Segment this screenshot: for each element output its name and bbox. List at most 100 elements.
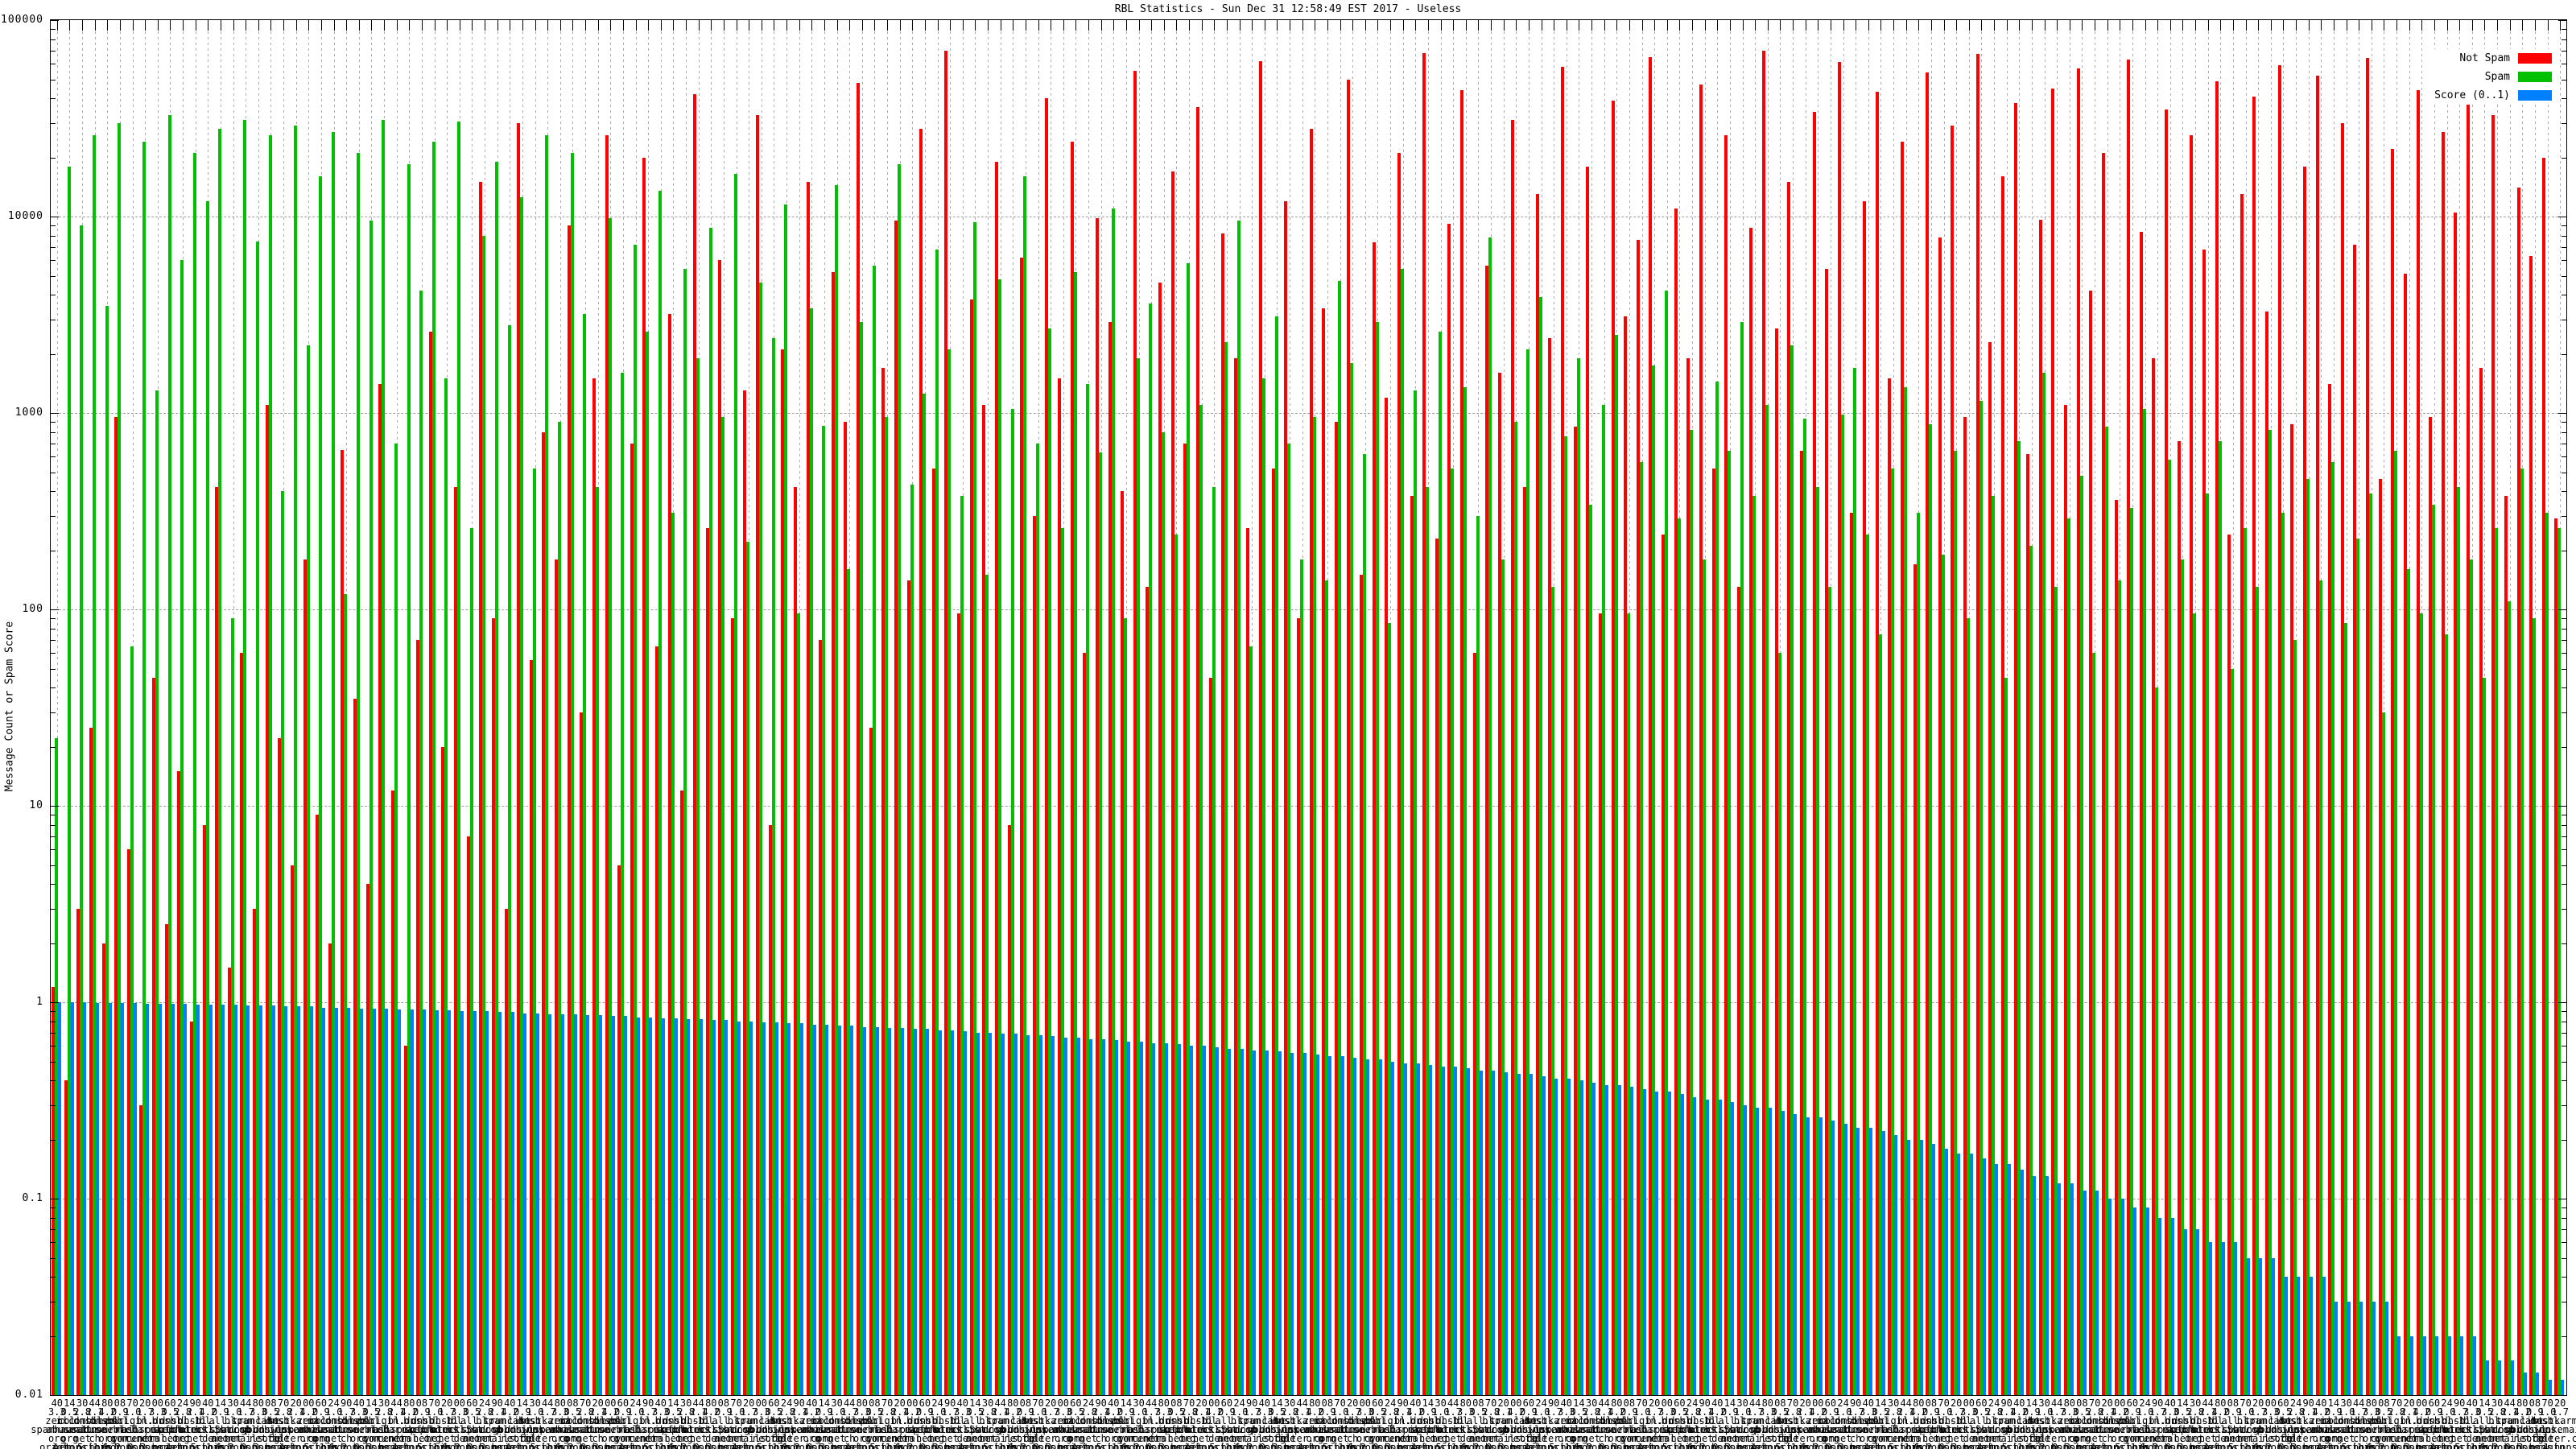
x-tick-label: 70 2.8 origin. asn. cymru.com 5 hops bbox=[861, 1397, 914, 1449]
bar-score bbox=[2473, 1335, 2476, 1395]
x-tick-label: 14 0.9 all. s5h. net 0 hops bbox=[1712, 1397, 1748, 1449]
x-tick-label: 00 3.3 truncate. gbudb. net 6 hops bbox=[2244, 1397, 2297, 1449]
y-minor-tick bbox=[2562, 746, 2566, 748]
bar-spam bbox=[507, 324, 511, 1395]
y-minor-tick bbox=[2562, 943, 2566, 944]
top-axis-tick bbox=[56, 20, 58, 31]
y-major-gridline bbox=[51, 806, 2566, 807]
bar-not-spam bbox=[1951, 126, 1955, 1395]
bar-not-spam bbox=[227, 968, 231, 1395]
bar-spam bbox=[2318, 580, 2322, 1395]
bar-not-spam bbox=[2353, 244, 2357, 1395]
bar-not-spam bbox=[2139, 231, 2143, 1395]
bar-not-spam bbox=[1410, 495, 1414, 1395]
bar-not-spam bbox=[1888, 378, 1892, 1395]
x-tick-label: 24 1.0 origin. asn. cymru.com 1 hop bbox=[2119, 1397, 2172, 1449]
bar-score bbox=[1253, 1050, 1257, 1395]
top-axis-tick bbox=[962, 20, 964, 31]
y-minor-tick bbox=[51, 275, 56, 277]
top-axis-tick bbox=[1930, 20, 1932, 31]
x-tick-label: 44 1.7 combined. abuse. ch origin bbox=[823, 1397, 876, 1449]
x-tick-label: 00 4.2 dnsbl. dronebl. org 3 hops bbox=[587, 1397, 634, 1449]
bar-spam bbox=[1665, 290, 1668, 1395]
bar-not-spam bbox=[919, 128, 923, 1395]
x-tick-label: 20 1.7 dnsbl. sorbs. net 1 hop bbox=[429, 1397, 464, 1449]
bar-score bbox=[1152, 1042, 1156, 1395]
bar-not-spam bbox=[743, 390, 747, 1395]
top-axis-tick bbox=[559, 20, 561, 31]
bar-not-spam bbox=[2013, 102, 2017, 1395]
bar-not-spam bbox=[1170, 171, 1174, 1395]
bar-not-spam bbox=[1397, 153, 1401, 1395]
bar-score bbox=[171, 1004, 175, 1395]
y-minor-tick bbox=[51, 1061, 56, 1063]
x-tick-label: 60 0.5 list. dnswl. org 5 hops bbox=[756, 1397, 792, 1449]
bar-spam bbox=[1765, 404, 1769, 1395]
y-minor-tick bbox=[51, 157, 56, 159]
top-axis-tick bbox=[295, 20, 297, 31]
bar-not-spam bbox=[1636, 240, 1640, 1395]
bar-score bbox=[749, 1021, 753, 1395]
y-minor-tick bbox=[2562, 491, 2566, 493]
bar-not-spam bbox=[1850, 513, 1854, 1395]
bar-not-spam bbox=[2403, 274, 2407, 1395]
x-tick-label: 14 0.5 dnsbl. spfbl. net 0 hops bbox=[2165, 1397, 2201, 1449]
bar-not-spam bbox=[240, 653, 244, 1395]
x-tick-label: 60 0.9 psbl. surriel. com origin bbox=[599, 1397, 646, 1449]
bar-not-spam bbox=[2467, 69, 2470, 1395]
x-tick-label: 90 1.7 combined. abuse. ch 6 hops bbox=[320, 1397, 373, 1449]
bar-not-spam bbox=[1032, 515, 1036, 1395]
bar-spam bbox=[847, 569, 851, 1395]
bar-score bbox=[1353, 1058, 1357, 1395]
bar-score bbox=[360, 1008, 363, 1395]
bar-score bbox=[1416, 1063, 1420, 1395]
top-axis-tick bbox=[698, 20, 700, 31]
y-minor-tick bbox=[51, 1277, 56, 1278]
x-tick-label: 40 4.2 zen. spamhaus. org origin bbox=[2294, 1397, 2347, 1449]
x-tick-label: 40 3.3 b. barracuda central.org 5 hops bbox=[629, 1397, 693, 1449]
bar-not-spam bbox=[1309, 128, 1313, 1395]
bar-score bbox=[1290, 1053, 1294, 1395]
x-tick-label: 20 2.1 bl. mailspike. net 0 hops bbox=[2380, 1397, 2438, 1449]
bar-not-spam bbox=[1686, 358, 1690, 1395]
bar-score bbox=[636, 1017, 640, 1395]
bar-spam bbox=[872, 266, 876, 1395]
bar-spam bbox=[1299, 559, 1303, 1395]
bar-score bbox=[184, 1004, 188, 1395]
x-tick-label: 30 2.8 ix.dnsbl. manitu. net net origin bbox=[52, 1397, 112, 1449]
x-tick-label: 08 0.9 all. s5h. net net origin bbox=[2203, 1397, 2263, 1449]
bar-score bbox=[2058, 1183, 2062, 1395]
bar-not-spam bbox=[617, 865, 621, 1395]
top-axis-tick bbox=[1352, 20, 1354, 31]
y-minor-tick bbox=[51, 1228, 56, 1230]
bar-spam bbox=[1614, 334, 1618, 1395]
x-tick-label: 14 0.9 psbl. surriel. com 1 hop bbox=[1102, 1397, 1150, 1449]
legend-swatch-not-spam bbox=[2518, 53, 2552, 64]
bar-spam bbox=[708, 227, 712, 1395]
x-tick-label: 90 2.1 hostkarma. junkemail filter.com 6… bbox=[770, 1397, 828, 1449]
top-axis-tick bbox=[786, 20, 788, 31]
bar-spam bbox=[1048, 328, 1052, 1395]
bar-spam bbox=[809, 308, 813, 1395]
top-axis-tick bbox=[988, 20, 989, 31]
bar-spam bbox=[923, 394, 927, 1395]
x-tick-label: 70 1.0 ix.dnsbl. manitu. net 5 hops bbox=[1314, 1397, 1367, 1449]
bar-score bbox=[2145, 1208, 2149, 1395]
top-axis-tick bbox=[1340, 20, 1341, 31]
y-minor-tick bbox=[51, 865, 56, 866]
bar-score bbox=[674, 1018, 678, 1395]
bar-not-spam bbox=[1259, 60, 1262, 1395]
top-axis-tick bbox=[2459, 20, 2461, 31]
top-axis-tick bbox=[320, 20, 322, 31]
top-axis-tick bbox=[2522, 20, 2524, 31]
x-tick-label: 30 2.8 dnsbl. inps. de 3 hops bbox=[1272, 1397, 1307, 1449]
bar-score bbox=[1026, 1034, 1030, 1395]
bar-spam bbox=[2092, 653, 2096, 1395]
y-minor-tick bbox=[51, 1217, 56, 1219]
x-tick-label: 30 1.0 dnsbl-1. uceprotect. net net orig… bbox=[1408, 1397, 1473, 1449]
bar-spam bbox=[256, 241, 259, 1395]
bar-spam bbox=[2231, 668, 2235, 1395]
bar-not-spam bbox=[2000, 176, 2004, 1395]
bar-not-spam bbox=[1271, 469, 1275, 1395]
bar-spam bbox=[1451, 469, 1455, 1395]
